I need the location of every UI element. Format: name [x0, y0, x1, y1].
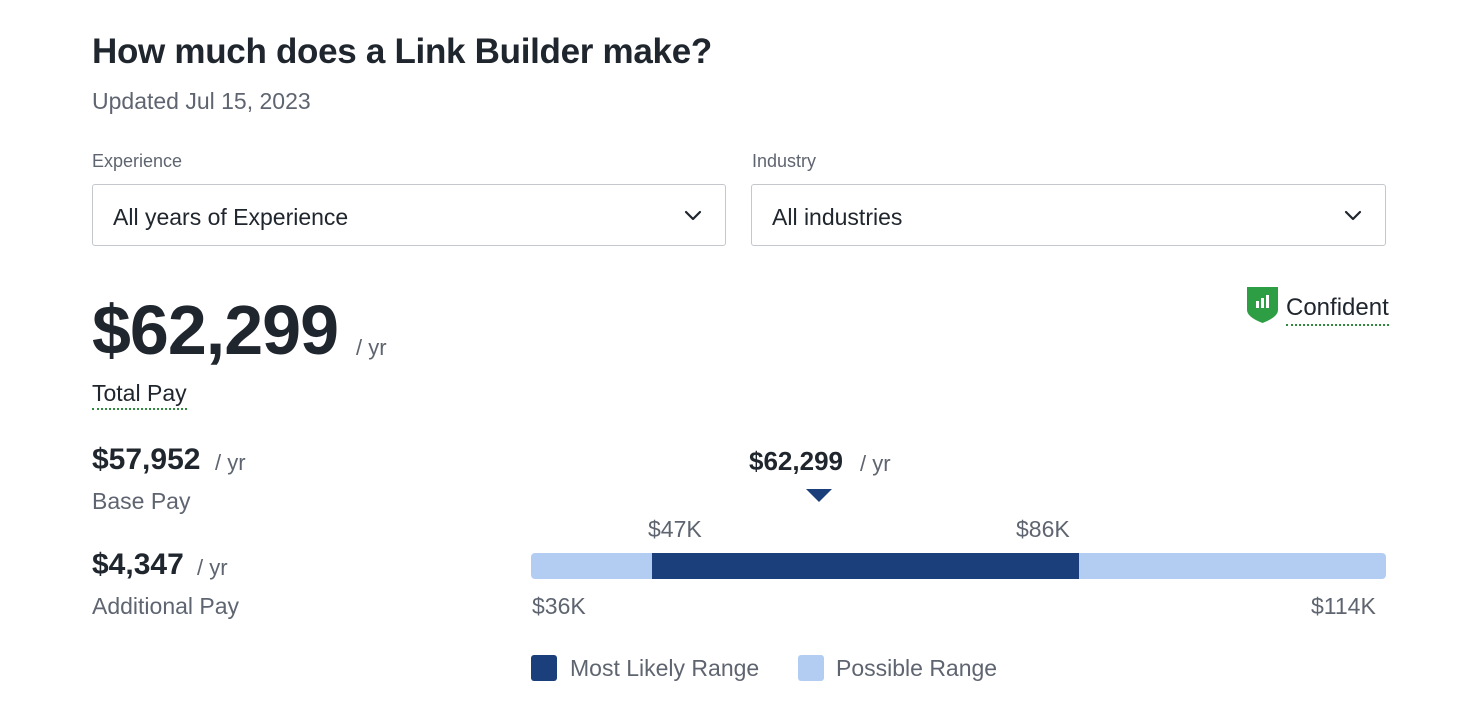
industry-label: Industry [752, 151, 817, 171]
confidence-label: Confident [1286, 294, 1389, 326]
base-pay-unit: / yr [215, 450, 246, 475]
base-pay-label: Base Pay [92, 488, 191, 514]
likely-range-low-label: $47K [648, 516, 702, 542]
legend-likely-swatch [531, 655, 557, 681]
industry-select-value: All industries [772, 204, 903, 230]
chevron-down-icon [684, 210, 702, 221]
range-max-label: $114K [1311, 593, 1376, 619]
total-pay-unit: / yr [356, 335, 387, 360]
median-marker-value: $62,299 [749, 446, 843, 476]
base-pay-value: $57,952 [92, 443, 201, 476]
experience-label: Experience [92, 151, 183, 171]
shield-bar-chart-icon [1247, 287, 1278, 323]
total-pay-value: $62,299 [92, 291, 339, 369]
page-title: How much does a Link Builder make? [92, 32, 712, 71]
median-marker-caret-icon [806, 489, 833, 502]
additional-pay-value: $4,347 [92, 548, 184, 581]
chevron-down-icon [1344, 210, 1362, 221]
legend-likely-label: Most Likely Range [570, 655, 760, 681]
updated-date: Updated Jul 15, 2023 [92, 88, 311, 114]
additional-pay-unit: / yr [197, 555, 228, 580]
median-marker-unit: / yr [860, 451, 891, 476]
industry-select[interactable]: All industries [751, 184, 1386, 246]
legend-possible-label: Possible Range [836, 655, 998, 681]
legend-possible-swatch [798, 655, 824, 681]
experience-select-value: All years of Experience [113, 204, 349, 230]
range-min-label: $36K [532, 593, 586, 619]
total-pay-label[interactable]: Total Pay [92, 380, 187, 410]
additional-pay-label: Additional Pay [92, 593, 240, 619]
possible-range-bar [531, 553, 1386, 579]
experience-select[interactable]: All years of Experience [92, 184, 726, 246]
most-likely-range-bar [651, 553, 1080, 579]
likely-range-high-label: $86K [1016, 516, 1070, 542]
